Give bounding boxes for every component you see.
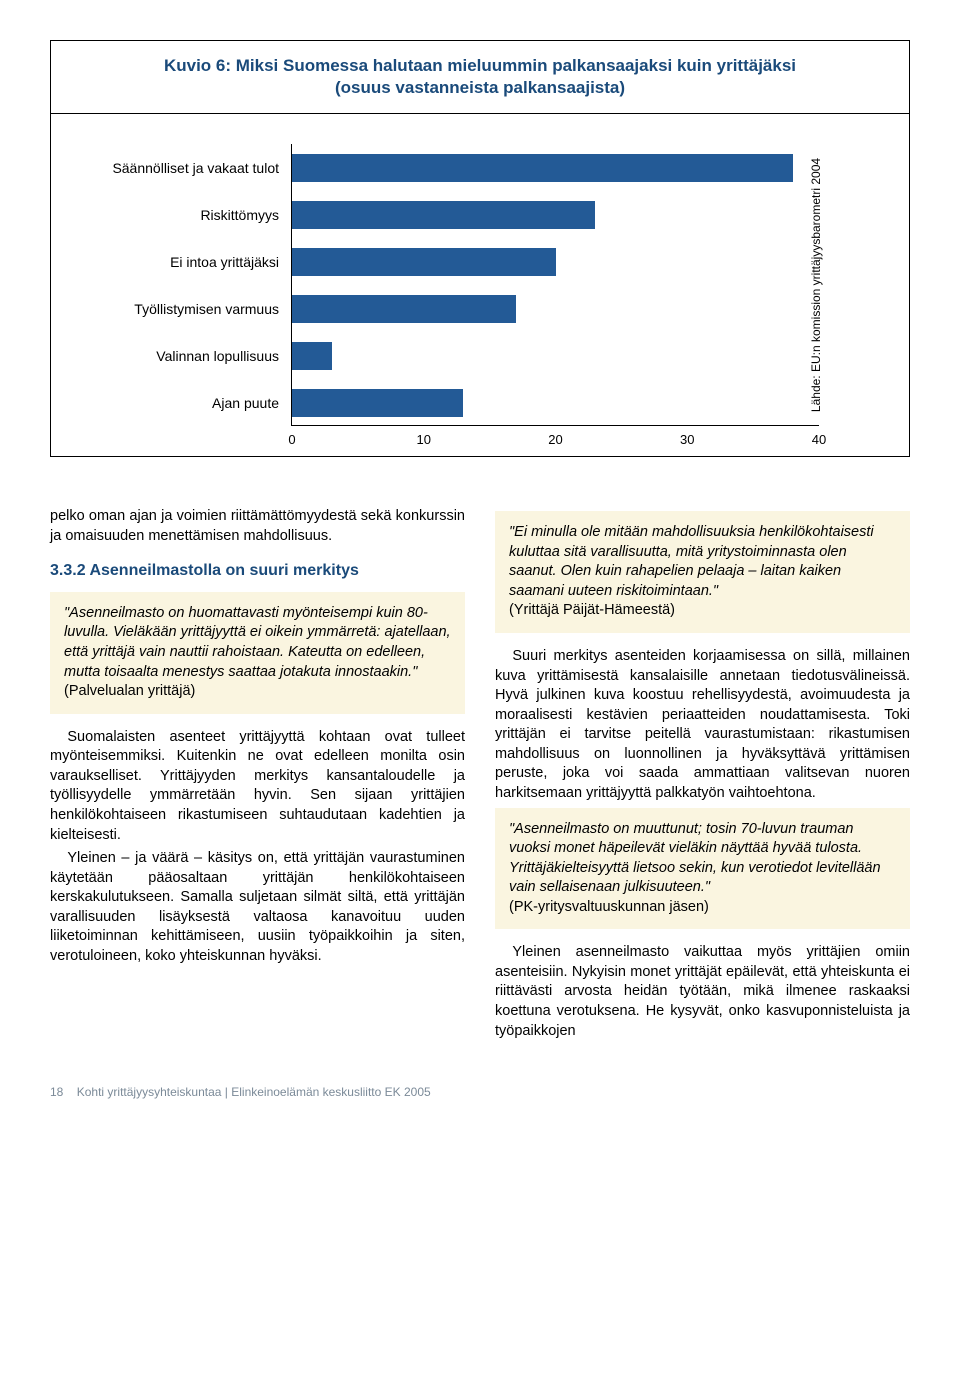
page-footer: 18 Kohti yrittäjyysyhteiskuntaa | Elinke… — [50, 1085, 910, 1099]
page-number: 18 — [50, 1085, 63, 1099]
body-columns: pelko oman ajan ja voimien riittämättömy… — [50, 507, 910, 1045]
chart-xtick: 30 — [680, 432, 694, 447]
body-paragraph: Yleinen asenneilmasto vaikuttaa myös yri… — [495, 943, 910, 1041]
quote-attribution: (PK-yritysvaltuuskunnan jäsen) — [509, 899, 709, 915]
chart-label: Ajan puute — [81, 379, 291, 426]
chart-plot-area: 010203040 — [291, 144, 819, 426]
chart-label: Valinnan lopullisuus — [81, 332, 291, 379]
quote-text: "Asenneilmasto on muuttunut; tosin 70-lu… — [509, 821, 881, 896]
section-heading: 3.3.2 Asenneilmastolla on suuri merkitys — [50, 560, 465, 582]
chart-bar — [292, 154, 793, 182]
quote-attribution: (Yrittäjä Päijät-Hämeestä) — [509, 602, 675, 618]
chart-xtick: 10 — [417, 432, 431, 447]
chart-body: Säännölliset ja vakaat tulot Riskittömyy… — [51, 114, 909, 456]
chart-bar — [292, 248, 556, 276]
quote-box: "Asenneilmasto on muuttunut; tosin 70-lu… — [495, 808, 910, 930]
quote-text: "Ei minulla ole mitään mahdollisuuksia h… — [509, 524, 874, 599]
right-column: "Ei minulla ole mitään mahdollisuuksia h… — [495, 507, 910, 1045]
chart-source-label: Lähde: EU:n komission yrittäjyysbarometr… — [809, 158, 823, 412]
body-paragraph: Suuri merkitys asenteiden korjaamisessa … — [495, 647, 910, 804]
quote-attribution: (Palvelualan yrittäjä) — [64, 683, 195, 699]
chart-xtick: 0 — [288, 432, 295, 447]
left-column: pelko oman ajan ja voimien riittämättömy… — [50, 507, 465, 1045]
body-paragraph: pelko oman ajan ja voimien riittämättömy… — [50, 507, 465, 546]
chart-label: Ei intoa yrittäjäksi — [81, 238, 291, 285]
chart-container: Kuvio 6: Miksi Suomessa halutaan mieluum… — [50, 40, 910, 457]
section-title: Asenneilmastolla on suuri merkitys — [89, 562, 358, 579]
body-paragraph: Suomalaisten asenteet yrittäjyyttä kohta… — [50, 728, 465, 845]
chart-label: Säännölliset ja vakaat tulot — [81, 144, 291, 191]
quote-box: "Ei minulla ole mitään mahdollisuuksia h… — [495, 511, 910, 633]
chart-header: Kuvio 6: Miksi Suomessa halutaan mieluum… — [51, 41, 909, 114]
chart-label: Työllistymisen varmuus — [81, 285, 291, 332]
chart-xtick: 20 — [548, 432, 562, 447]
chart-bar — [292, 201, 595, 229]
quote-text: "Asenneilmasto on huomattavasti myönteis… — [64, 605, 451, 680]
chart-y-labels: Säännölliset ja vakaat tulot Riskittömyy… — [81, 144, 291, 426]
chart-label: Riskittömyys — [81, 191, 291, 238]
chart-title-line1: Kuvio 6: Miksi Suomessa halutaan mieluum… — [71, 55, 889, 77]
body-paragraph: Yleinen – ja väärä – käsitys on, että yr… — [50, 849, 465, 966]
section-number: 3.3.2 — [50, 562, 86, 579]
chart-title-line2: (osuus vastanneista palkansaajista) — [71, 77, 889, 99]
chart-bar — [292, 389, 463, 417]
chart-xtick: 40 — [812, 432, 826, 447]
chart-bar — [292, 295, 516, 323]
chart-bar — [292, 342, 332, 370]
quote-box: "Asenneilmasto on huomattavasti myönteis… — [50, 592, 465, 714]
footer-text: Kohti yrittäjyysyhteiskuntaa | Elinkeino… — [77, 1085, 431, 1099]
